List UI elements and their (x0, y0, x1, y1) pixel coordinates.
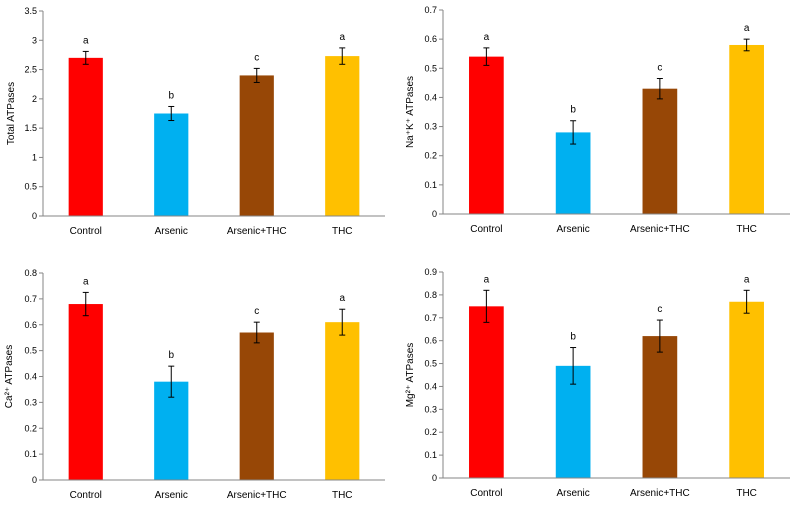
y-tick-label: 0.5 (24, 346, 37, 356)
x-tick-label: Control (470, 488, 502, 499)
x-tick-label: THC (332, 490, 353, 501)
y-tick-label: 0.8 (24, 268, 37, 278)
x-tick-label: Arsenic+THC (227, 490, 287, 501)
x-tick-label: Arsenic+THC (630, 224, 690, 235)
y-tick-label: 3.5 (24, 6, 37, 16)
y-tick-label: 0.5 (424, 63, 437, 73)
x-tick-label: Arsenic (155, 490, 188, 501)
significance-label: a (744, 274, 750, 285)
x-tick-label: Arsenic+THC (227, 226, 287, 237)
y-tick-label: 2.5 (24, 65, 37, 75)
bar-thc (729, 301, 764, 478)
x-tick-label: Arsenic (556, 488, 589, 499)
y-tick-label: 0 (32, 475, 37, 485)
significance-label: a (484, 274, 490, 285)
significance-label: a (339, 293, 345, 304)
significance-label: a (744, 23, 750, 34)
significance-label: c (254, 306, 259, 317)
x-tick-label: THC (332, 226, 353, 237)
bar-thc (325, 56, 360, 216)
significance-label: a (83, 35, 89, 46)
y-axis-label: Na⁺K⁺ ATPases (405, 76, 416, 148)
chart-panel-3: 0 0.1 0.2 0.3 0.4 0.5 0.6 0.7 0.8 Ca²⁺ ATPases a Co… (4, 268, 385, 501)
y-tick-label: 0.4 (424, 381, 437, 391)
y-tick-label: 0.6 (424, 34, 437, 44)
chart-panel-1: 0 0.5 1 1.5 2 2.5 3 3.5 Total ATPases a Control b Ar… (6, 6, 385, 237)
y-axis-label: Total ATPases (6, 82, 17, 145)
x-tick-label: Arsenic (556, 224, 589, 235)
y-tick-label: 3 (32, 35, 37, 45)
bar-control (68, 57, 103, 216)
bar-arsenic (154, 381, 189, 480)
y-tick-label: 0.3 (24, 397, 37, 407)
y-tick-label: 0.6 (24, 320, 37, 330)
y-tick-label: 0.4 (424, 92, 437, 102)
y-tick-label: 0.3 (424, 122, 437, 132)
significance-label: b (570, 332, 576, 343)
y-axis-label: Ca²⁺ ATPases (4, 345, 15, 408)
y-tick-label: 2 (32, 94, 37, 104)
significance-label: a (339, 32, 345, 43)
significance-label: c (657, 62, 662, 73)
y-tick-label: 0.8 (424, 290, 437, 300)
x-tick-label: Arsenic+THC (630, 488, 690, 499)
bar-arsenic (555, 132, 591, 214)
bar-control (469, 306, 504, 478)
bar-control (469, 56, 504, 214)
significance-label: a (484, 32, 490, 43)
y-tick-label: 0 (432, 473, 437, 483)
x-tick-label: Control (70, 226, 102, 237)
chart-panel-2: 0 0.1 0.2 0.3 0.4 0.5 0.6 0.7 Na⁺K⁺ ATPases a Cont… (405, 5, 790, 235)
y-tick-label: 0.7 (424, 5, 437, 15)
y-tick-label: 0.1 (24, 449, 37, 459)
y-tick-label: 0.2 (424, 151, 437, 161)
y-tick-label: 0.4 (24, 372, 37, 382)
x-tick-label: THC (736, 488, 757, 499)
y-tick-label: 0.2 (424, 427, 437, 437)
x-tick-label: Control (70, 490, 102, 501)
bar-arsenic-thc (239, 332, 274, 480)
significance-label: b (168, 350, 174, 361)
significance-label: b (168, 90, 174, 101)
bar-arsenic-thc (642, 336, 678, 478)
significance-label: c (254, 52, 259, 63)
x-tick-label: Control (470, 224, 502, 235)
x-tick-label: Arsenic (155, 226, 188, 237)
bar-arsenic-thc (239, 75, 274, 216)
y-tick-label: 0.1 (424, 180, 437, 190)
chart-panel-4: 0 0.1 0.2 0.3 0.4 0.5 0.6 0.7 0.8 0.9 Mg²⁺ ATPases… (405, 267, 790, 499)
significance-label: c (657, 304, 662, 315)
bar-arsenic-thc (642, 88, 678, 214)
x-tick-label: THC (736, 224, 757, 235)
significance-label: a (83, 276, 89, 287)
significance-label: b (570, 105, 576, 116)
y-tick-label: 0.2 (24, 423, 37, 433)
y-tick-label: 0.7 (24, 294, 37, 304)
y-tick-label: 0.3 (424, 404, 437, 414)
y-tick-label: 1.5 (24, 123, 37, 133)
bar-thc (729, 44, 764, 214)
y-tick-label: 0.1 (424, 450, 437, 460)
bar-thc (325, 322, 360, 480)
y-tick-label: 0.9 (424, 267, 437, 277)
y-axis-label: Mg²⁺ ATPases (405, 343, 416, 408)
y-tick-label: 0 (432, 209, 437, 219)
y-tick-label: 0.5 (24, 182, 37, 192)
y-tick-label: 1 (32, 152, 37, 162)
y-tick-label: 0 (32, 211, 37, 221)
y-tick-label: 0.6 (424, 336, 437, 346)
y-tick-label: 0.5 (424, 359, 437, 369)
bar-control (68, 304, 103, 480)
bar-arsenic (154, 113, 189, 216)
y-tick-label: 0.7 (424, 313, 437, 323)
